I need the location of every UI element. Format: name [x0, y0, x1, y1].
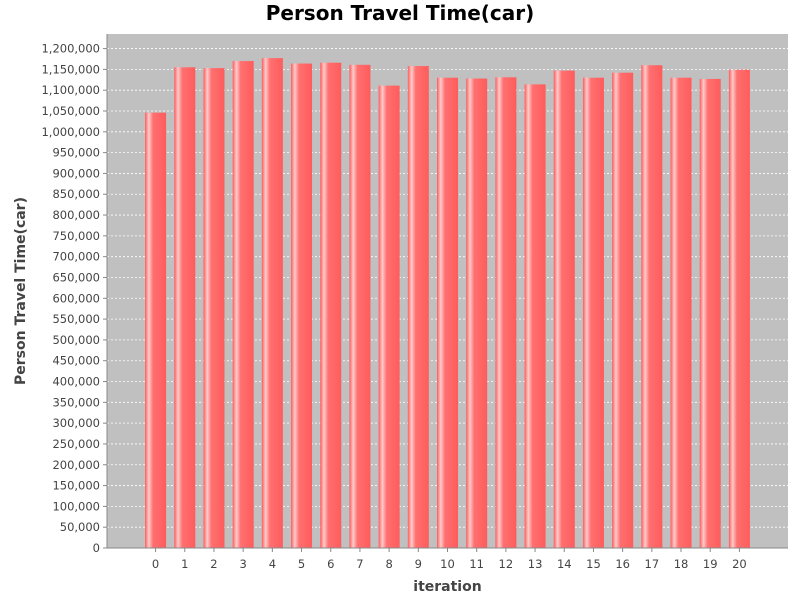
- x-tick-label: 11: [469, 557, 484, 571]
- y-tick-label: 0: [93, 541, 100, 555]
- x-tick-label: 9: [415, 557, 422, 571]
- bar-14: [553, 70, 575, 549]
- x-tick-label: 13: [528, 557, 543, 571]
- chart-title: Person Travel Time(car): [265, 1, 535, 25]
- y-tick-label: 50,000: [60, 520, 100, 534]
- y-tick-label: 350,000: [52, 395, 100, 409]
- x-axis-title: iteration: [413, 579, 481, 595]
- y-tick-label: 1,150,000: [41, 62, 100, 76]
- y-tick-label: 600,000: [52, 291, 100, 305]
- y-tick-label: 500,000: [52, 333, 100, 347]
- y-tick-label: 650,000: [52, 270, 100, 284]
- x-tick-label: 4: [269, 557, 276, 571]
- x-tick-label: 8: [385, 557, 392, 571]
- x-tick-label: 17: [645, 557, 660, 571]
- bar-18: [670, 77, 692, 548]
- y-tick-label: 700,000: [52, 250, 100, 264]
- y-tick-label: 400,000: [52, 375, 100, 389]
- bar-3: [232, 61, 254, 548]
- x-tick-label: 10: [440, 557, 455, 571]
- y-tick-label: 850,000: [52, 187, 100, 201]
- x-tick-label: 2: [210, 557, 217, 571]
- x-tick-label: 14: [557, 557, 572, 571]
- x-tick-label: 3: [240, 557, 247, 571]
- bar-6: [320, 62, 342, 548]
- y-tick-label: 100,000: [52, 499, 100, 513]
- bar-7: [349, 64, 371, 549]
- bar-9: [407, 66, 429, 548]
- bar-17: [641, 65, 663, 549]
- y-tick-label: 150,000: [52, 479, 100, 493]
- y-axis: 0 50,000 100,000 150,000 200,000 250,000 300,0…: [41, 34, 108, 555]
- y-tick-label: 1,200,000: [41, 42, 100, 56]
- x-tick-label: 19: [703, 557, 718, 571]
- x-tick-label: 15: [586, 557, 601, 571]
- bar-1: [174, 67, 196, 549]
- x-tick-label: 18: [674, 557, 689, 571]
- bar-0: [145, 112, 167, 548]
- bar-15: [582, 77, 604, 548]
- y-tick-label: 300,000: [52, 416, 100, 430]
- x-tick-label: 5: [298, 557, 305, 571]
- y-tick-label: 900,000: [52, 166, 100, 180]
- bar-11: [466, 78, 488, 549]
- bar-13: [524, 84, 546, 549]
- y-tick-label: 200,000: [52, 458, 100, 472]
- x-tick-label: 20: [732, 557, 747, 571]
- x-tick-label: 6: [327, 557, 334, 571]
- y-tick-label: 450,000: [52, 354, 100, 368]
- x-tick-label: 0: [152, 557, 159, 571]
- y-tick-label: 750,000: [52, 229, 100, 243]
- bars: [145, 58, 750, 549]
- y-axis-title: Person Travel Time(car): [13, 197, 29, 385]
- bar-16: [612, 72, 634, 549]
- y-tick-label: 950,000: [52, 146, 100, 160]
- x-tick-label: 16: [615, 557, 630, 571]
- y-tick-label: 1,100,000: [41, 83, 100, 97]
- bar-8: [378, 85, 400, 549]
- x-tick-label: 12: [499, 557, 514, 571]
- bar-2: [203, 68, 225, 549]
- bar-19: [699, 78, 721, 549]
- y-tick-label: 550,000: [52, 312, 100, 326]
- x-axis: 0 1 2 3 4 5 6 7 8 9 10 11 12 13 14 15 16 17 18 19 20: [107, 547, 788, 571]
- x-tick-label: 7: [356, 557, 363, 571]
- y-tick-label: 1,050,000: [41, 104, 100, 118]
- bar-12: [495, 77, 517, 548]
- y-tick-label: 250,000: [52, 437, 100, 451]
- bar-5: [291, 63, 313, 548]
- bar-4: [261, 58, 283, 548]
- y-tick-label: 1,000,000: [41, 125, 100, 139]
- bar-20: [728, 69, 750, 548]
- y-tick-label: 800,000: [52, 208, 100, 222]
- bar-10: [436, 77, 459, 548]
- x-tick-label: 1: [181, 557, 188, 571]
